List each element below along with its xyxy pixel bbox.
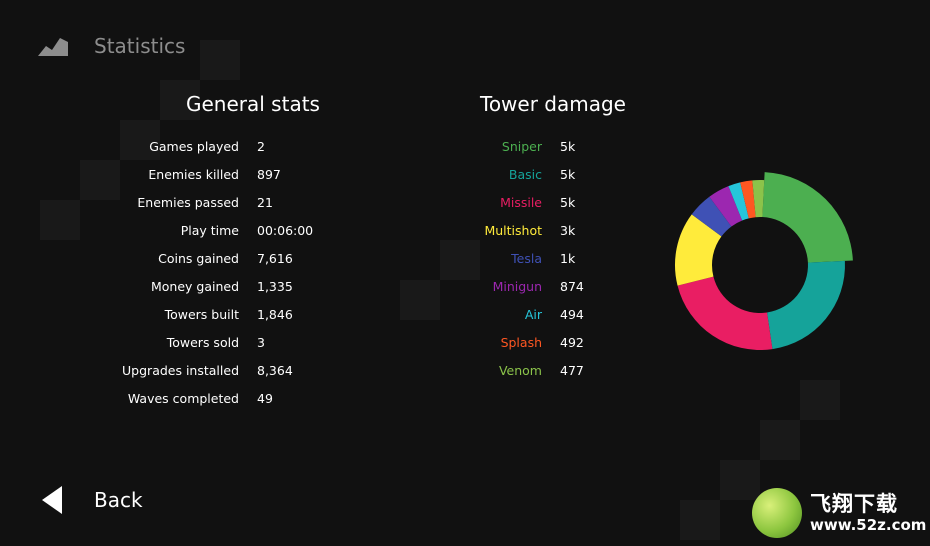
tower-damage-title: Tower damage	[480, 92, 626, 116]
general-stat-label: Coins gained	[158, 251, 239, 266]
tower-name-label: Sniper	[501, 139, 542, 154]
donut-slice-tesla	[691, 196, 732, 237]
watermark-url: www.52z.com	[810, 516, 927, 534]
tower-damage-value: 5k	[560, 167, 576, 182]
tower-name-label: Multishot	[484, 223, 542, 238]
page-title: Statistics	[94, 34, 186, 58]
tower-damage-value: 494	[560, 307, 584, 322]
donut-slice-minigun	[709, 186, 743, 227]
general-stat-value: 49	[257, 391, 273, 406]
donut-slice-sniper	[762, 172, 853, 263]
general-stat-label: Games played	[149, 139, 239, 154]
general-stat-label: Money gained	[150, 279, 239, 294]
tower-damage-value: 5k	[560, 139, 576, 154]
general-stat-label: Enemies killed	[148, 167, 239, 182]
tower-name-label: Splash	[500, 335, 542, 350]
back-button-label: Back	[94, 488, 143, 512]
tower-name-label: Tesla	[511, 251, 542, 266]
tower-name-label: Minigun	[492, 279, 542, 294]
general-stat-label: Upgrades installed	[122, 363, 239, 378]
general-stat-label: Enemies passed	[137, 195, 239, 210]
general-stat-label: Towers built	[164, 307, 239, 322]
general-stat-label: Towers sold	[166, 335, 239, 350]
general-stat-value: 21	[257, 195, 273, 210]
tower-damage-value: 874	[560, 279, 584, 294]
tower-name-label: Air	[524, 307, 542, 322]
general-stat-label: Play time	[180, 223, 239, 238]
tower-damage-value: 5k	[560, 195, 576, 210]
general-stat-value: 3	[257, 335, 265, 350]
watermark-leaf-icon	[752, 488, 802, 538]
donut-slice-basic	[767, 260, 845, 350]
tower-damage-value: 1k	[560, 251, 576, 266]
tower-name-label: Basic	[508, 167, 542, 182]
tower-damage-value: 477	[560, 363, 584, 378]
tower-name-label: Venom	[498, 363, 542, 378]
donut-slice-air	[728, 182, 749, 221]
donut-slice-venom	[752, 180, 765, 218]
back-button[interactable]: Back	[40, 484, 143, 516]
general-stats-title: General stats	[186, 92, 320, 116]
general-stat-value: 1,846	[257, 307, 293, 322]
donut-slice-splash	[740, 180, 756, 219]
general-stat-value: 00:06:00	[257, 223, 314, 238]
header: Statistics	[38, 30, 185, 62]
donut-slice-missile	[677, 276, 773, 350]
tower-name-label: Missile	[500, 195, 542, 210]
general-stat-label: Waves completed	[127, 391, 239, 406]
donut-slice-multishot	[675, 214, 722, 286]
tower-damage-value: 492	[560, 335, 584, 350]
general-stat-value: 8,364	[257, 363, 293, 378]
tower-damage-value: 3k	[560, 223, 576, 238]
general-stat-value: 1,335	[257, 279, 293, 294]
tower-damage-donut-chart	[675, 172, 853, 350]
general-stat-value: 2	[257, 139, 265, 154]
general-stat-value: 897	[257, 167, 281, 182]
back-arrow-icon	[42, 486, 62, 514]
watermark-logo: 飞翔下载 www.52z.com	[752, 488, 926, 538]
general-stat-value: 7,616	[257, 251, 293, 266]
statistics-chart-icon	[38, 38, 68, 56]
watermark-brand: 飞翔下载	[810, 492, 898, 516]
